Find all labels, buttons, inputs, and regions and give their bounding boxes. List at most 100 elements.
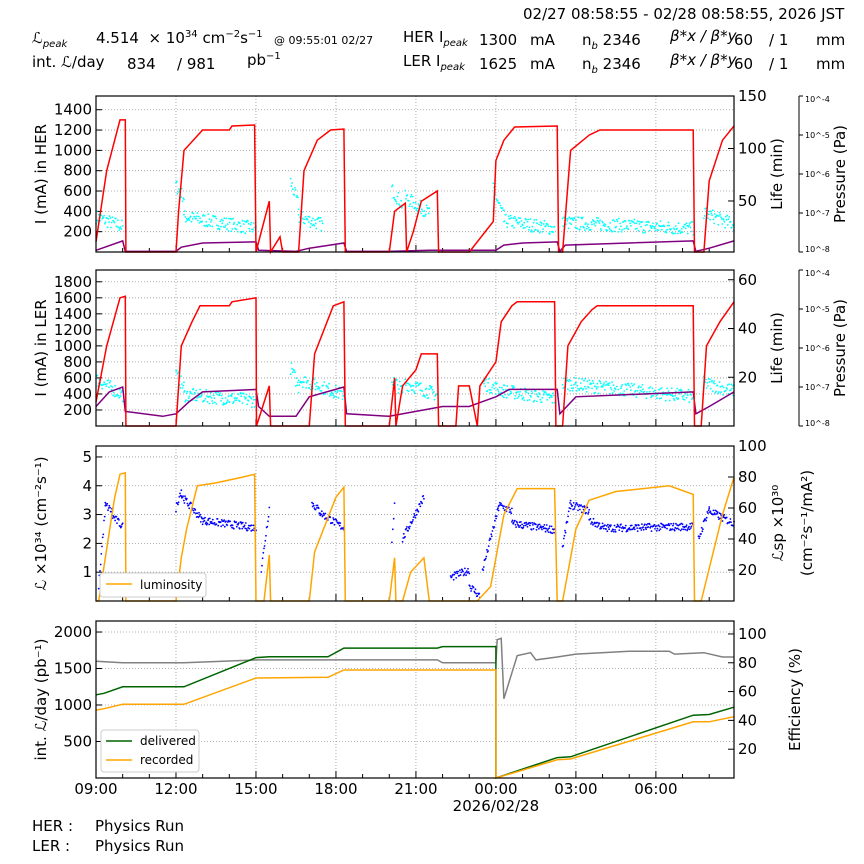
pressure-point <box>707 385 709 387</box>
pressure-point <box>206 395 208 397</box>
pressure-point <box>232 223 235 226</box>
pressure-point <box>118 229 121 232</box>
pressure-point <box>210 397 213 399</box>
specific-lum-point <box>452 578 455 581</box>
pressure-point <box>630 382 633 385</box>
pressure-point <box>245 393 248 396</box>
pressure-point <box>499 204 502 207</box>
her-beta-label: β*x / β*y <box>670 27 737 45</box>
specific-lum-point <box>243 524 246 527</box>
pressure-point <box>711 379 713 382</box>
panel-lum: 1 2 3 4 5 20 40 60 80 100 luminosity ℒsp ×10³⁰ (cm⁻²… <box>32 437 816 602</box>
pressure-point <box>186 390 189 393</box>
specific-lum-point <box>642 528 645 531</box>
pressure-point <box>328 382 330 385</box>
pressure-point <box>676 232 679 235</box>
pressure-point <box>609 386 612 389</box>
pressure-point <box>580 387 583 389</box>
pressure-point <box>120 391 123 394</box>
pressure-point <box>398 380 401 383</box>
specific-lum-point <box>647 526 650 528</box>
pressure-point <box>563 216 565 219</box>
pressure-point <box>180 375 183 377</box>
pressure-point <box>183 198 185 201</box>
pressure-point <box>512 217 515 220</box>
pressure-point <box>617 231 620 233</box>
specific-lum-point <box>671 528 674 530</box>
pressure-point <box>672 395 674 398</box>
specific-lum-point <box>246 529 249 532</box>
pressure-point <box>592 382 595 385</box>
pressure-point <box>721 385 724 387</box>
pressure-point <box>659 220 662 223</box>
pressure-point <box>599 382 602 385</box>
pressure-point <box>691 230 693 233</box>
pressure-point <box>684 393 687 395</box>
specific-lum-point <box>579 508 581 511</box>
specific-lum-point <box>419 505 422 508</box>
pressure-point <box>681 231 684 234</box>
pressure-point <box>576 384 579 387</box>
pressure-point <box>585 391 588 393</box>
pressure-point <box>650 396 652 399</box>
pressure-point <box>223 217 226 220</box>
y-tick-label: 1800 <box>54 273 92 291</box>
pressure-point <box>110 226 112 229</box>
pressure-point <box>586 225 589 228</box>
pressure-point <box>430 387 432 390</box>
pressure-point <box>552 392 555 395</box>
specific-lum-point <box>180 495 183 498</box>
pressure-point <box>533 399 536 402</box>
specific-lum-point <box>241 527 244 530</box>
pressure-point <box>185 220 187 223</box>
ler-ipeak-sub: peak <box>440 62 465 73</box>
pressure-point <box>407 382 409 385</box>
specific-lum-point <box>641 523 643 525</box>
specific-lum-point <box>455 570 458 573</box>
specific-lum-point <box>577 505 580 508</box>
specific-lum-point <box>682 528 685 531</box>
y-axis-label: I (mA) in HER <box>32 124 50 224</box>
pressure-point <box>413 392 416 394</box>
pressure-point <box>296 384 299 387</box>
pressure-point <box>565 218 568 220</box>
specific-lum-point <box>206 522 209 525</box>
pressure-point <box>507 222 509 225</box>
pressure-point <box>582 388 585 390</box>
pressure-point <box>629 222 632 225</box>
pressure-point <box>489 391 492 394</box>
pressure-point <box>644 224 647 227</box>
specific-lum-point <box>547 531 550 533</box>
pressure-point <box>503 396 505 399</box>
pressure-point <box>297 379 300 382</box>
pressure-point <box>671 231 674 234</box>
specific-lum-point <box>570 503 573 506</box>
pressure-point <box>722 386 725 389</box>
specific-lum-point <box>455 577 458 579</box>
pressure-point <box>417 203 420 205</box>
pressure-point <box>726 388 729 390</box>
y-tick-label: 400 <box>63 385 92 403</box>
pressure-point <box>106 383 108 385</box>
pressure-point <box>414 201 417 204</box>
specific-lum-point <box>485 555 488 558</box>
pressure-point <box>206 400 209 403</box>
specific-lum-point <box>267 520 269 523</box>
pressure-point <box>691 396 694 399</box>
pressure-point <box>578 389 581 392</box>
pressure-point <box>337 390 339 392</box>
specific-lum-point <box>707 512 709 514</box>
pressure-point <box>319 216 322 219</box>
pressure-point <box>249 230 251 233</box>
pressure-tick-label: 10^-5 <box>805 131 830 140</box>
y2-axis-label-units: (cm⁻²s⁻¹/mA²) <box>798 470 816 576</box>
specific-lum-point <box>402 532 405 535</box>
pressure-point <box>180 196 183 199</box>
pressure-point <box>607 226 610 228</box>
specific-lum-point <box>596 526 598 528</box>
specific-lum-point <box>414 516 417 519</box>
pressure-point <box>239 225 242 228</box>
y-tick-label: 5 <box>82 448 92 466</box>
pressure-point <box>334 384 337 387</box>
pressure-point <box>638 220 640 223</box>
